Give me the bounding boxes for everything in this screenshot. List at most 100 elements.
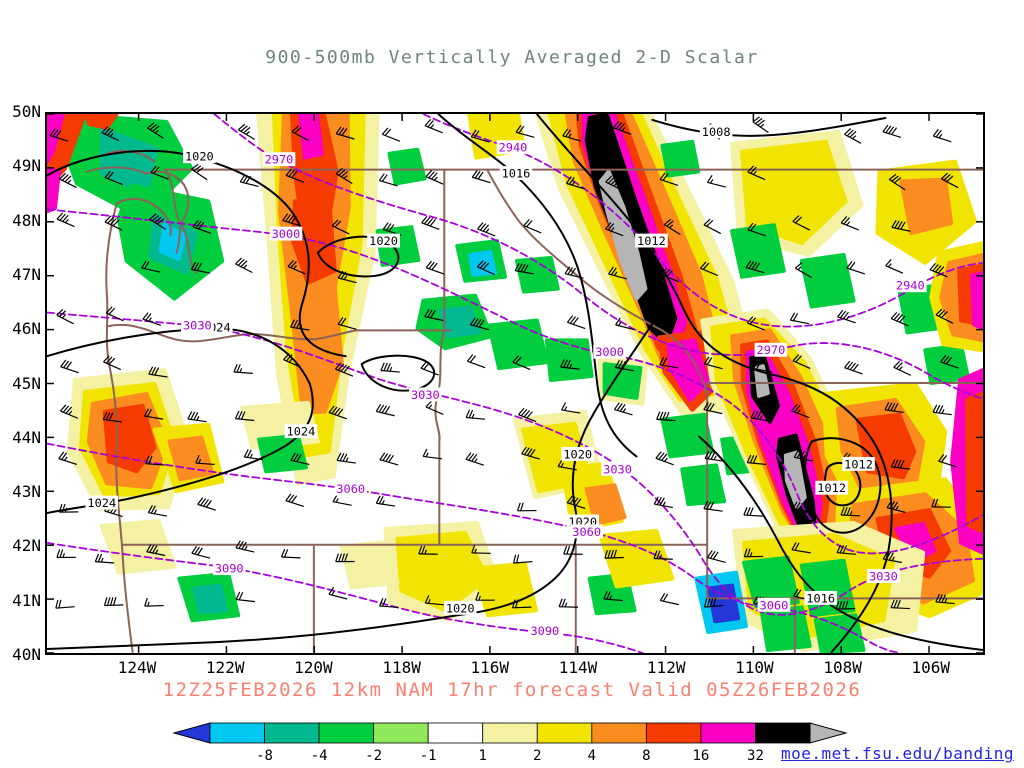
wind-barb-part: [849, 131, 857, 138]
wind-barb-part: [899, 315, 906, 323]
mslp-contour-1016-se: [698, 435, 983, 652]
wind-barb-part: [482, 262, 490, 270]
wind-barb-part: [293, 453, 299, 462]
wind-barb: [793, 449, 813, 462]
wind-barb-part: [653, 550, 658, 559]
colorbar-segment: [264, 722, 320, 744]
wind-barb: [563, 545, 583, 555]
wind-barb: [656, 411, 676, 422]
wind-barb-part: [703, 598, 708, 608]
colorbar-segment: [373, 722, 429, 744]
contour-label: 1020: [561, 447, 595, 461]
wind-barb-part: [653, 496, 659, 505]
wind-barb-part: [613, 549, 617, 559]
wind-barb-part: [293, 265, 297, 270]
wind-barb: [197, 497, 216, 511]
colorbar-segment: [318, 722, 375, 744]
wind-barb-part: [428, 261, 435, 270]
wind-barb: [290, 452, 310, 466]
wind-barb-part: [105, 356, 113, 364]
wind-barb-part: [344, 553, 349, 562]
wind-barb: [791, 404, 810, 419]
wind-barb-part: [840, 222, 859, 231]
wind-barb-part: [238, 591, 244, 601]
wind-barb-part: [940, 354, 947, 363]
contour-label-part: [284, 424, 318, 439]
wind-barb-part: [59, 549, 64, 558]
wind-barb-part: [381, 405, 388, 414]
contour-label-part: 3000: [595, 345, 624, 359]
wind-barb-part: [755, 361, 762, 370]
wind-barb-part: [940, 311, 948, 318]
wind-barb: [287, 259, 306, 275]
contour-label-part: 3030: [411, 388, 440, 402]
wind-barb-part: [616, 403, 623, 411]
wind-barb: [147, 505, 168, 517]
wind-barb-part: [473, 130, 480, 138]
wind-barb-part: [931, 498, 936, 508]
wind-barb-part: [64, 456, 68, 461]
wind-barb: [890, 311, 909, 327]
wind-barb-part: [938, 133, 943, 139]
wind-barb-part: [613, 402, 620, 410]
wind-barb-part: [613, 182, 618, 187]
wind-barb-part: [198, 458, 202, 464]
wind-barb-part: [239, 174, 246, 183]
wind-barb-part: [895, 505, 899, 511]
wind-barb: [146, 544, 166, 557]
wind-barb-part: [341, 553, 345, 562]
contour-label-part: [842, 456, 875, 471]
wind-barb-part: [796, 450, 802, 459]
lon-tick-label: 106W: [911, 658, 951, 677]
wind-barb-part: [897, 221, 903, 229]
wind-barb-part: [846, 260, 853, 269]
wind-barb-part: [526, 448, 533, 456]
wind-barb-part: [282, 213, 289, 221]
wind-barb-part: [291, 495, 298, 503]
weather-map-canvas: 1020102010161012100810241024102410201020…: [47, 114, 983, 653]
wind-barb: [566, 495, 586, 510]
wind-barb: [884, 401, 904, 413]
wind-barb-part: [699, 261, 707, 269]
wind-barb-part: [334, 362, 342, 370]
wind-barb-part: [328, 586, 335, 595]
wind-barb-part: [885, 259, 892, 267]
frontogenesis-shading-layer-part: [47, 114, 65, 164]
wind-barb: [56, 308, 74, 325]
wind-barb-part: [561, 402, 567, 411]
wind-barb-part: [56, 308, 64, 316]
wind-barb: [105, 306, 124, 322]
wind-barb: [558, 598, 579, 608]
wind-barb-part: [622, 408, 627, 413]
wind-barb-part: [148, 317, 152, 322]
wind-barb-part: [105, 412, 111, 421]
wind-barb-part: [95, 561, 115, 564]
wind-barb: [659, 172, 679, 186]
wind-barb-part: [621, 127, 626, 132]
mslp-contour-1020-s: [47, 296, 671, 651]
wind-barb-part: [233, 363, 238, 373]
mslp-contour-1012-loop-outer: [804, 437, 882, 534]
wind-barb-part: [565, 129, 571, 137]
credit-url[interactable]: moe.met.fsu.edu/banding: [780, 744, 1014, 763]
frontogenesis-shading-layer-part: [730, 223, 786, 279]
wind-barb-part: [328, 405, 335, 413]
contour-label-part: [601, 461, 634, 476]
wind-barb: [888, 173, 906, 191]
wind-barb-part: [938, 309, 946, 317]
wind-barb: [706, 550, 726, 564]
wind-barb: [523, 218, 542, 234]
wind-barb-part: [620, 360, 627, 369]
wind-barb-part: [846, 361, 854, 370]
wind-barb-part: [249, 453, 253, 459]
wind-barb-part: [103, 597, 108, 606]
wind-barb-part: [610, 227, 615, 232]
wind-barb-part: [291, 125, 299, 133]
wind-barb-part: [706, 357, 713, 366]
wind-barb: [560, 359, 580, 370]
lon-tick-label: 122W: [205, 658, 245, 677]
wind-barb-part: [144, 597, 148, 607]
contour-label: 2970: [754, 342, 788, 357]
wind-barb-part: [482, 224, 490, 232]
wind-barb-part: [478, 319, 485, 328]
